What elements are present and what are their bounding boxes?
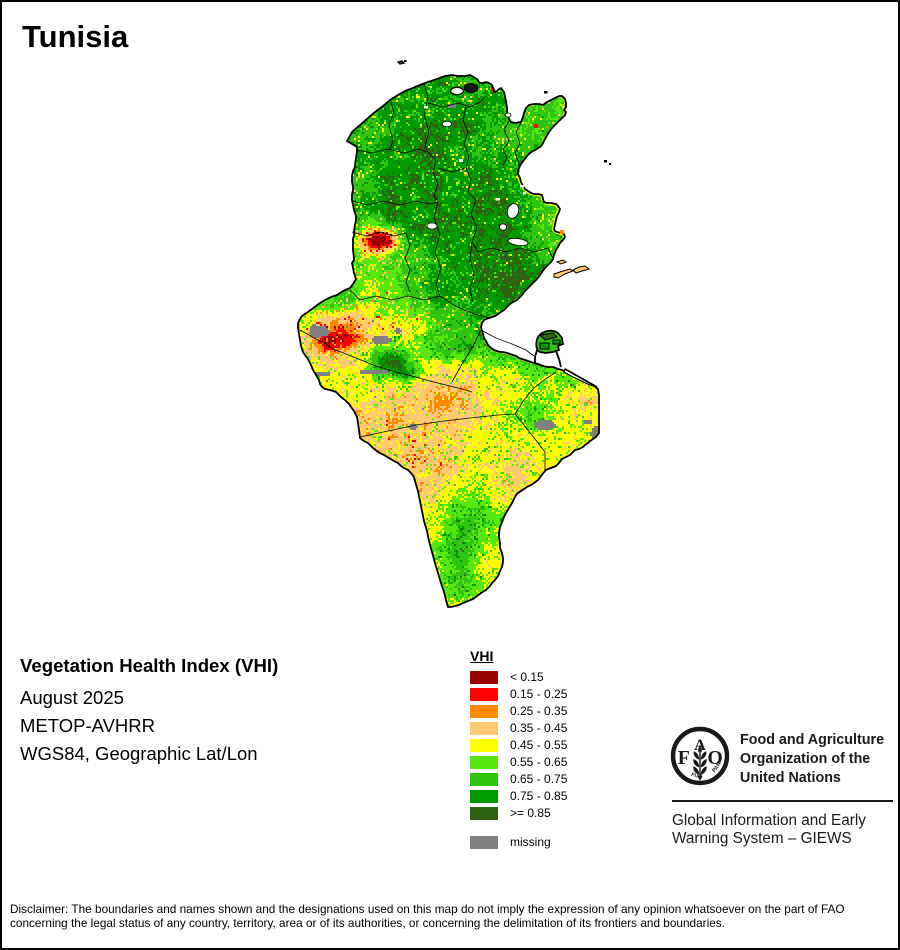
svg-text:F: F	[678, 747, 690, 769]
svg-text:FIAT: FIAT	[690, 772, 704, 780]
svg-text:O: O	[707, 747, 722, 769]
svg-text:A: A	[694, 736, 706, 754]
